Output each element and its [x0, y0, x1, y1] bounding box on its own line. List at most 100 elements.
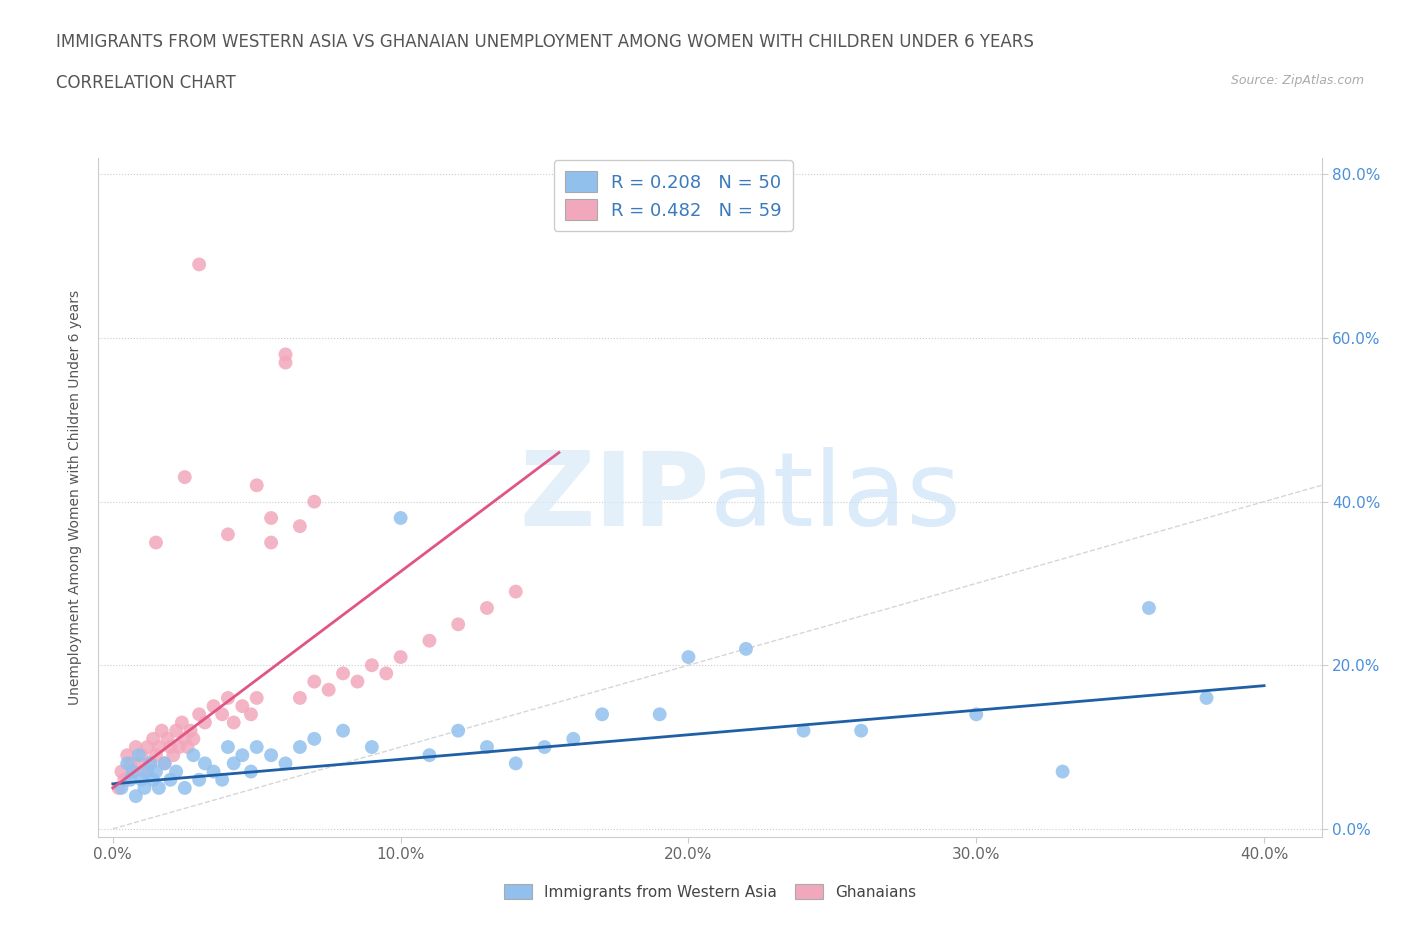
Point — [239, 707, 262, 722]
Point — [134, 780, 156, 795]
Point — [360, 658, 382, 672]
Point — [194, 756, 217, 771]
Point — [1052, 764, 1074, 779]
Point — [167, 739, 190, 754]
Point — [194, 715, 217, 730]
Point — [142, 772, 165, 787]
Point — [475, 739, 498, 754]
Point — [183, 748, 205, 763]
Point — [131, 748, 153, 763]
Point — [211, 707, 233, 722]
Point — [125, 789, 148, 804]
Point — [115, 748, 138, 763]
Point — [139, 756, 162, 771]
Point — [562, 731, 585, 746]
Point — [217, 690, 239, 705]
Point — [246, 478, 269, 493]
Point — [110, 764, 132, 779]
Point — [125, 739, 148, 754]
Point — [288, 690, 311, 705]
Point — [211, 772, 233, 787]
Point — [418, 748, 440, 763]
Point — [288, 739, 311, 754]
Point — [145, 748, 167, 763]
Point — [274, 756, 297, 771]
Point — [332, 724, 354, 738]
Text: Source: ZipAtlas.com: Source: ZipAtlas.com — [1230, 74, 1364, 87]
Point — [389, 511, 412, 525]
Point — [505, 756, 527, 771]
Point — [1195, 690, 1218, 705]
Point — [965, 707, 987, 722]
Text: CORRELATION CHART: CORRELATION CHART — [56, 74, 236, 92]
Point — [122, 764, 145, 779]
Text: ZIP: ZIP — [520, 447, 710, 548]
Point — [849, 724, 872, 738]
Point — [678, 650, 700, 665]
Point — [375, 666, 398, 681]
Point — [170, 715, 193, 730]
Point — [246, 690, 269, 705]
Point — [202, 698, 225, 713]
Point — [202, 764, 225, 779]
Point — [318, 683, 340, 698]
Point — [162, 748, 184, 763]
Point — [260, 748, 283, 763]
Point — [188, 772, 211, 787]
Point — [260, 511, 283, 525]
Point — [188, 707, 211, 722]
Point — [173, 731, 195, 746]
Point — [173, 780, 195, 795]
Point — [222, 756, 245, 771]
Point — [139, 756, 162, 771]
Point — [274, 355, 297, 370]
Point — [128, 756, 150, 771]
Point — [153, 756, 176, 771]
Legend: Immigrants from Western Asia, Ghanaians: Immigrants from Western Asia, Ghanaians — [496, 876, 924, 908]
Point — [176, 739, 198, 754]
Point — [793, 724, 815, 738]
Point — [188, 257, 211, 272]
Point — [145, 535, 167, 550]
Point — [173, 470, 195, 485]
Point — [134, 764, 156, 779]
Point — [260, 535, 283, 550]
Point — [110, 780, 132, 795]
Point — [735, 642, 758, 657]
Point — [447, 724, 470, 738]
Point — [136, 764, 159, 779]
Point — [148, 780, 170, 795]
Point — [148, 739, 170, 754]
Point — [217, 739, 239, 754]
Point — [159, 739, 181, 754]
Text: atlas: atlas — [710, 447, 962, 548]
Point — [360, 739, 382, 754]
Point — [533, 739, 555, 754]
Point — [418, 633, 440, 648]
Point — [505, 584, 527, 599]
Point — [120, 772, 142, 787]
Point — [231, 698, 253, 713]
Point — [231, 748, 253, 763]
Point — [145, 764, 167, 779]
Point — [304, 731, 326, 746]
Point — [475, 601, 498, 616]
Point — [153, 756, 176, 771]
Y-axis label: Unemployment Among Women with Children Under 6 years: Unemployment Among Women with Children U… — [69, 290, 83, 705]
Point — [115, 756, 138, 771]
Point — [159, 772, 181, 787]
Point — [142, 731, 165, 746]
Point — [648, 707, 671, 722]
Point — [165, 764, 187, 779]
Point — [136, 739, 159, 754]
Point — [150, 724, 173, 738]
Point — [183, 731, 205, 746]
Point — [217, 527, 239, 542]
Point — [591, 707, 613, 722]
Point — [112, 772, 135, 787]
Point — [389, 650, 412, 665]
Point — [165, 724, 187, 738]
Text: IMMIGRANTS FROM WESTERN ASIA VS GHANAIAN UNEMPLOYMENT AMONG WOMEN WITH CHILDREN : IMMIGRANTS FROM WESTERN ASIA VS GHANAIAN… — [56, 33, 1035, 50]
Point — [447, 617, 470, 631]
Point — [120, 756, 142, 771]
